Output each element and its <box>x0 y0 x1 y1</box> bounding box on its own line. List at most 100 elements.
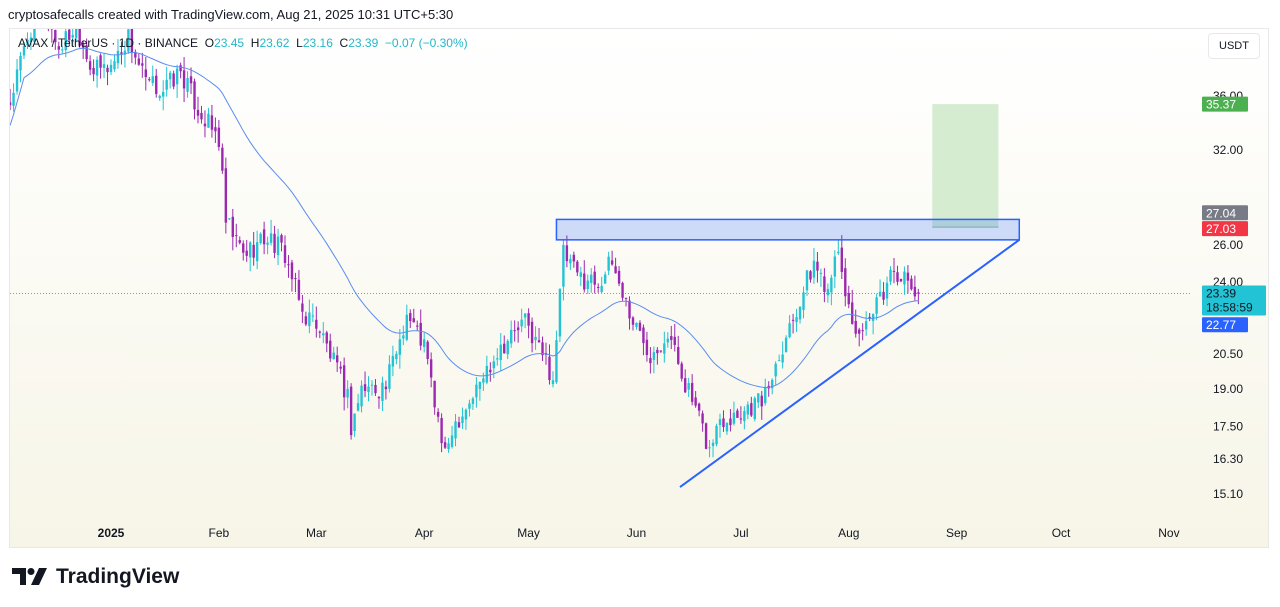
candle <box>367 376 370 402</box>
candle <box>235 223 238 248</box>
candle-body <box>85 45 88 60</box>
price-label: 27.04 <box>1202 205 1248 221</box>
candle <box>659 350 663 353</box>
x-tick-label: May <box>517 526 540 540</box>
symbol-name[interactable]: AVAX / TetherUS · 1D · BINANCE <box>18 36 199 50</box>
candle-body <box>520 319 523 327</box>
candle <box>186 71 189 98</box>
candle <box>638 320 642 332</box>
candle-body <box>443 442 447 448</box>
candle-body <box>377 396 381 399</box>
candle <box>492 355 495 379</box>
candle <box>12 83 15 112</box>
candle <box>684 369 687 394</box>
candle-body <box>729 418 732 426</box>
candle-body <box>673 336 676 345</box>
high-label: H <box>250 36 260 50</box>
price-label-bg <box>1202 317 1248 333</box>
candle-body <box>22 46 26 56</box>
candle <box>670 325 673 350</box>
candle-body <box>677 347 680 364</box>
candle <box>464 408 468 430</box>
candle <box>882 282 885 305</box>
candle-body <box>795 317 798 323</box>
x-tick-label: Sep <box>946 526 968 540</box>
candle <box>342 357 346 411</box>
candle <box>677 335 680 365</box>
candle <box>57 41 60 59</box>
candle <box>892 257 896 284</box>
candle-body <box>113 61 116 70</box>
candle <box>715 423 718 447</box>
candle <box>245 239 248 262</box>
candle-body <box>617 270 621 284</box>
candle <box>113 54 116 72</box>
candle-body <box>214 127 217 132</box>
candle-body <box>868 316 871 318</box>
candle <box>722 410 725 432</box>
candle-body <box>259 233 262 244</box>
candle-body <box>621 282 624 298</box>
candle-body <box>109 64 113 73</box>
candle-body <box>722 418 725 428</box>
y-tick-label: 32.00 <box>1213 143 1243 157</box>
candle <box>447 437 450 453</box>
candle-body <box>342 365 346 398</box>
candle <box>19 51 22 83</box>
candle-body <box>851 302 854 324</box>
tradingview-logo[interactable]: TradingView <box>12 565 179 589</box>
y-tick-label: 24.00 <box>1213 275 1243 289</box>
candle-body <box>54 29 57 43</box>
candle-body <box>558 288 562 337</box>
candle-body <box>690 382 694 402</box>
candle <box>269 219 273 246</box>
chart-area[interactable] <box>9 28 1269 548</box>
candle <box>127 29 130 54</box>
currency-button[interactable]: USDT <box>1208 33 1260 59</box>
candle-body <box>906 272 910 281</box>
candle <box>732 401 736 426</box>
candle-body <box>656 349 659 354</box>
candle <box>565 235 569 268</box>
candle-body <box>68 29 71 40</box>
candle <box>242 240 245 261</box>
candle-body <box>294 278 297 280</box>
candle-body <box>527 313 530 326</box>
open-label: O <box>204 36 215 50</box>
candle <box>579 266 582 287</box>
candle-body <box>402 335 405 339</box>
candle <box>917 288 920 305</box>
candle-body <box>903 271 906 285</box>
candle <box>555 330 558 384</box>
candle <box>499 333 502 372</box>
candle-body <box>50 29 54 30</box>
candle-body <box>715 425 718 445</box>
candle-body <box>603 274 607 284</box>
candle-body <box>242 243 245 253</box>
candle <box>214 117 217 143</box>
candle-body <box>572 254 576 262</box>
candle-body <box>847 293 850 305</box>
candle <box>395 351 398 365</box>
price-label-value: 35.37 <box>1206 98 1236 112</box>
candle <box>847 285 850 309</box>
candle-body <box>760 395 763 407</box>
candle-body <box>29 37 33 43</box>
candle-body <box>193 81 196 110</box>
candle-body <box>92 67 95 75</box>
candle <box>436 408 440 423</box>
candle <box>429 352 433 388</box>
candle <box>50 29 54 43</box>
candle-body <box>635 322 638 327</box>
candle <box>614 257 617 274</box>
candle <box>743 406 746 430</box>
candle-body <box>88 61 92 70</box>
candle <box>168 70 172 89</box>
candle-body <box>889 269 892 282</box>
candle-body <box>530 321 534 344</box>
candle <box>259 232 262 245</box>
candle-body <box>301 303 304 312</box>
candle <box>26 32 29 49</box>
